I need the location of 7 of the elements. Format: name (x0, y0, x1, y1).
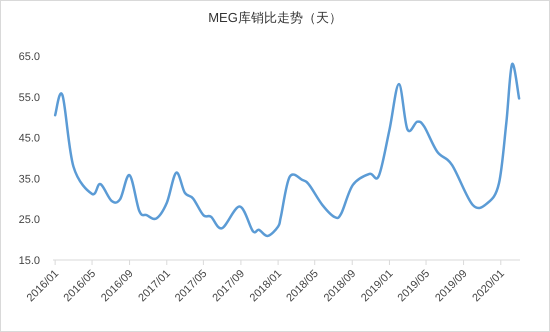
ytick: 55.0 (18, 92, 40, 104)
ytick: 45.0 (18, 132, 40, 145)
ytick: 35.0 (18, 173, 40, 186)
ytick: 25.0 (18, 214, 40, 226)
ytick: 65.0 (18, 51, 40, 63)
title: MEG库销比走势（天） (208, 10, 342, 25)
ytick: 15.0 (18, 255, 40, 267)
